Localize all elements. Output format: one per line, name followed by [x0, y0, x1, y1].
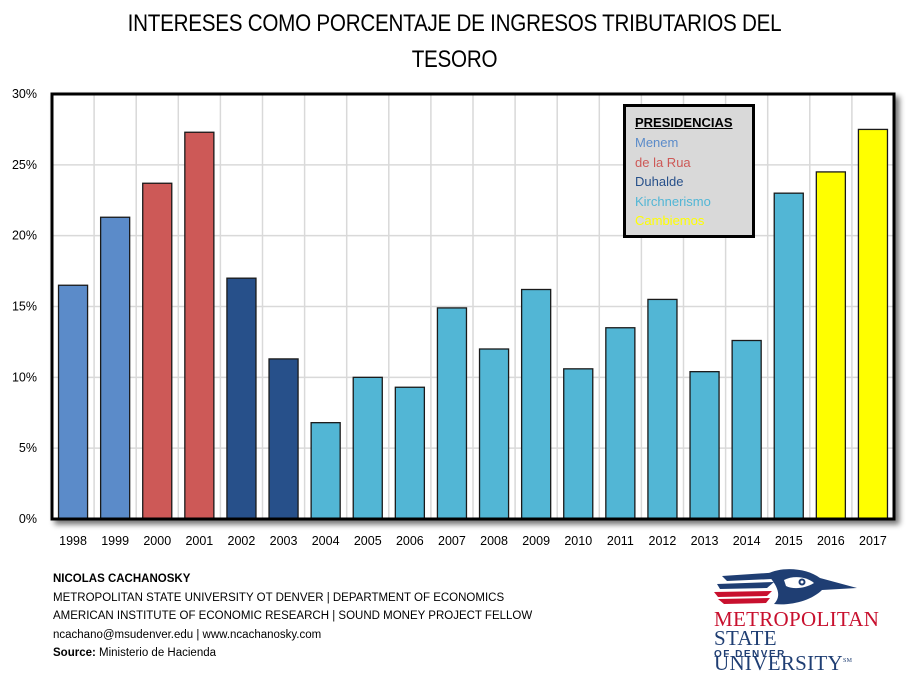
university-logo: METROPOLITAN STATE UNIVERSITYSM OF DENVE…: [712, 566, 902, 675]
x-tick-label: 2017: [859, 534, 887, 548]
legend: PRESIDENCIAS Menem de la Rua Duhalde Kir…: [623, 104, 755, 238]
x-tick-label: 2000: [143, 534, 171, 548]
logo-line-1: METROPOLITAN: [714, 607, 880, 631]
chart-title-line-2: TESORO: [411, 46, 498, 73]
legend-item-menem: Menem: [635, 135, 679, 150]
x-tick-label: 2007: [438, 534, 466, 548]
y-tick-label: 25%: [12, 158, 37, 172]
x-tick-label: 2015: [775, 534, 803, 548]
y-tick-label: 5%: [19, 441, 37, 455]
source-label: Source:: [53, 647, 96, 659]
bar-2016: [815, 171, 847, 520]
y-tick-label: 0%: [19, 512, 37, 526]
y-tick-label: 15%: [12, 300, 37, 314]
bar-2017: [857, 128, 889, 520]
bar-1998: [57, 284, 89, 520]
gridlines: [52, 94, 894, 519]
roadrunner-icon: [714, 569, 857, 605]
x-axis-ticks: 1998 1999 2000 2001 2002 2003 2004 2005 2006 2007…: [59, 534, 887, 548]
affiliation-2: AMERICAN INSTITUTE OF ECONOMIC RESEARCH …: [53, 610, 533, 622]
bar-2005: [352, 376, 383, 520]
bar-2009: [520, 288, 552, 520]
bar-2011: [605, 327, 636, 520]
x-tick-label: 2013: [691, 534, 719, 548]
bar-2010: [563, 368, 594, 520]
bar-2000: [142, 182, 173, 520]
x-tick-label: 2010: [564, 534, 592, 548]
trademark: SM: [843, 658, 853, 664]
bar-chart: 0% 5% 10% 15% 20% 25% 30% 1998 1999 2000 2001 2002…: [12, 87, 896, 548]
affiliation-1: METROPOLITAN STATE UNIVERSITY OT DENVER …: [53, 591, 505, 604]
y-tick-label: 30%: [12, 87, 37, 101]
x-tick-label: 2009: [522, 534, 550, 548]
x-tick-label: 2005: [354, 534, 382, 548]
x-tick-label: 2012: [649, 534, 677, 548]
bar-2014: [731, 339, 762, 520]
bar-2015: [773, 192, 804, 520]
x-tick-label: 2008: [480, 534, 508, 548]
chart-title-line-1: INTERESES COMO PORCENTAJE DE INGRESOS TR…: [127, 10, 782, 37]
legend-item-duhalde: Duhalde: [635, 174, 684, 189]
bars: [57, 128, 889, 520]
legend-item-kirchnerismo: Kirchnerismo: [635, 193, 711, 209]
x-tick-label: 2006: [396, 534, 424, 548]
bar-1999: [99, 216, 131, 520]
x-tick-label: 2016: [817, 534, 845, 548]
x-tick-label: 2001: [185, 534, 213, 548]
x-tick-label: 2002: [228, 534, 256, 548]
y-axis-ticks: 0% 5% 10% 15% 20% 25% 30%: [12, 87, 37, 526]
source-line: Source: Ministerio de Hacienda: [53, 644, 532, 663]
author-name: NICOLAS CACHANOSKY: [53, 573, 191, 585]
bar-2013: [689, 371, 720, 520]
x-tick-label: 2004: [312, 534, 340, 548]
contact-info: ncachano@msudenver.edu | www.ncachanosky…: [53, 628, 322, 641]
bar-2004: [310, 422, 341, 520]
bar-2008: [478, 348, 510, 520]
legend-item-cambiemos: Cambiemos: [635, 213, 705, 228]
y-tick-label: 10%: [12, 370, 37, 384]
y-tick-label: 20%: [12, 229, 37, 243]
x-tick-label: 1999: [101, 534, 129, 548]
bar-2012: [647, 298, 678, 520]
plot-border: [50, 92, 896, 521]
x-tick-label: 1998: [59, 534, 87, 548]
source-value: Ministerio de Hacienda: [95, 647, 216, 659]
bar-2001: [184, 131, 215, 520]
bar-2002: [226, 277, 257, 520]
bar-2003: [268, 358, 299, 520]
bar-2007: [436, 307, 468, 520]
bar-2006: [394, 386, 426, 520]
x-tick-label: 2014: [733, 534, 761, 548]
footer-credits: NICOLAS CACHANOSKY METROPOLITAN STATE UN…: [53, 570, 532, 663]
logo-line-3: OF DENVER: [714, 649, 786, 660]
legend-item-de-la-rua: de la Rua: [635, 154, 691, 170]
x-tick-label: 2003: [270, 534, 298, 548]
x-tick-label: 2011: [607, 534, 634, 548]
legend-title: PRESIDENCIAS: [635, 115, 733, 130]
